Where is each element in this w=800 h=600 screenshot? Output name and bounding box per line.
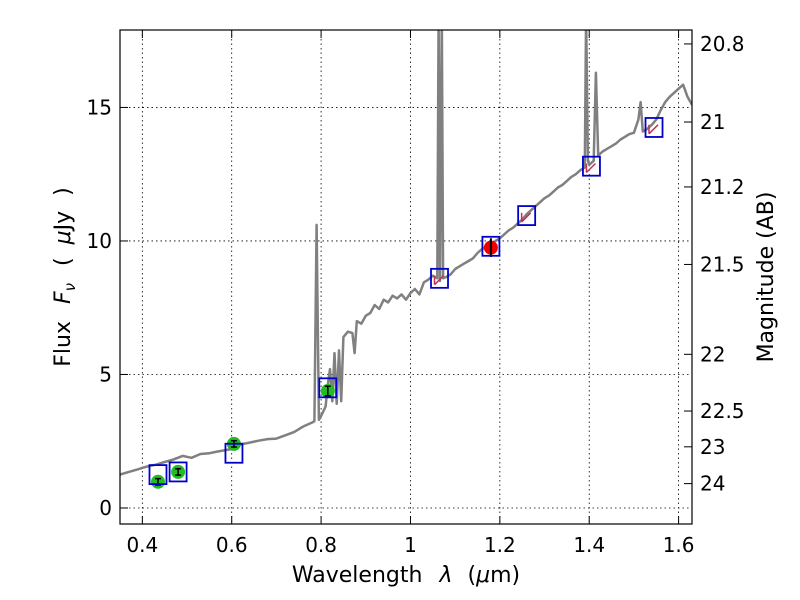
mag-tick-label: 22 [700,342,725,366]
model-photometry-box [168,461,188,483]
x-axis-symbol: λ [438,563,452,588]
model-photometry-box [582,155,601,177]
mag-tick-label: 20.8 [700,32,745,56]
model-photometry-box [517,205,537,226]
y-tick-label: 15 [87,95,112,119]
marker-layer [148,117,664,489]
mag-tick-label: 21.2 [700,175,745,199]
y-tick-label: 5 [99,362,112,386]
mag-tick-label: 21 [700,110,725,134]
x-tick-label: 1.2 [484,533,516,557]
y-axis-symbol: F [51,291,76,304]
model-photometry-box [644,117,664,138]
model-photometry-box [224,442,244,464]
y2-axis-title: Magnitude (AB) [754,192,779,363]
x-axis-unit-mu: μ [475,563,490,588]
model-photometry-box [430,267,449,289]
model-photometry-box [148,464,168,486]
x-axis-unit-rest: m) [490,563,520,588]
y-axis-title-text: Flux [51,321,76,367]
upper-limit-marker [648,124,659,135]
upper-limit-marker [433,275,445,286]
model-photometry-box [318,377,338,399]
y-axis-subscript: ν [61,283,79,291]
y-axis-unit-open: ( [51,257,76,266]
model-photometry-box [481,235,501,257]
y-axis-unit-rest: Jy [51,211,76,233]
spectrum-layer [120,30,692,476]
mag-tick-label: 22.5 [700,399,745,423]
x-axis-title: Wavelength λ (μm) [292,563,520,588]
mag-tick-label: 21.5 [700,252,745,276]
x-tick-label: 0.4 [126,533,158,557]
x-tick-label: 1.6 [663,533,695,557]
upper-limit-marker [520,212,532,223]
x-axis-unit-open: ( [467,563,476,588]
x-axis-title-text: Wavelength [292,563,423,588]
mag-tick-label: 24 [700,472,725,496]
y-axis-unit-close: ) [51,187,76,196]
mag-tick-label: 23 [700,435,725,459]
x-tick-label: 0.6 [216,533,248,557]
plot-frame [119,29,693,525]
y-tick-label: 10 [87,229,112,253]
tick-layer: 0.4 0.6 0.8 1 1.2 1.4 1.6 0 5 10 15 20.8 21 21.2 21.5 2… [87,30,745,557]
y-axis-unit-mu: μ [51,230,76,245]
x-tick-label: 1 [404,533,417,557]
y-tick-label: 0 [99,496,112,520]
upper-limit-marker [585,162,596,174]
x-tick-label: 1.4 [573,533,605,557]
y-axis-title: Flux Fν ( μJy ) [51,187,81,366]
x-tick-label: 0.8 [305,533,337,557]
grid [120,30,692,524]
spectrum-line [120,30,692,476]
